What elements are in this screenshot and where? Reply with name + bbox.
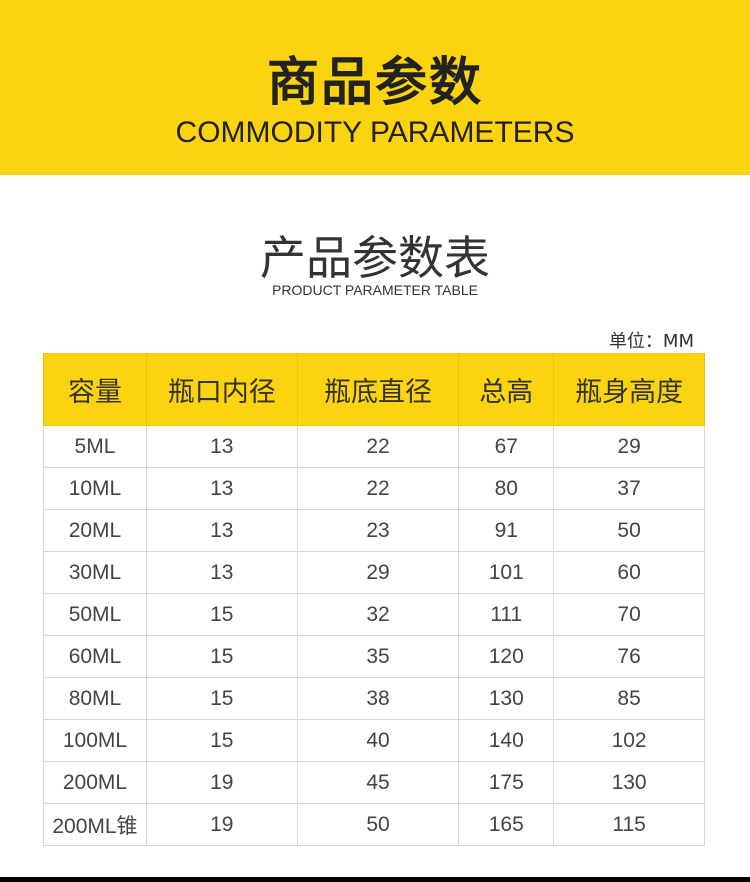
table-cell: 13 xyxy=(145,551,298,594)
column-header: 容量 xyxy=(43,353,147,426)
header-banner: 商品参数 COMMODITY PARAMETERS xyxy=(0,0,750,175)
table-row: 30ML 13 29 101 60 xyxy=(43,551,705,594)
table-row: 200ML 19 45 175 130 xyxy=(43,761,705,804)
table-row: 200ML锥 19 50 165 115 xyxy=(43,803,705,846)
section-title: 产品参数表 xyxy=(260,231,490,285)
table-cell: 30ML xyxy=(43,551,147,594)
table-cell: 165 xyxy=(458,803,555,846)
table-cell: 100ML xyxy=(43,719,147,762)
table-cell: 115 xyxy=(553,803,705,846)
table-cell: 22 xyxy=(296,425,460,468)
table-cell: 32 xyxy=(296,593,460,636)
table-cell: 130 xyxy=(553,761,705,804)
table-row: 5ML 13 22 67 29 xyxy=(43,425,705,468)
table-row: 60ML 15 35 120 76 xyxy=(43,635,705,678)
column-header: 总高 xyxy=(458,353,555,426)
table-row: 10ML 13 22 80 37 xyxy=(43,467,705,510)
table-cell: 15 xyxy=(145,635,298,678)
column-header: 瓶身高度 xyxy=(553,353,705,426)
table-cell: 60 xyxy=(553,551,705,594)
table-cell: 120 xyxy=(458,635,555,678)
table-cell: 60ML xyxy=(43,635,147,678)
table-cell: 23 xyxy=(296,509,460,552)
table-cell: 200ML xyxy=(43,761,147,804)
table-cell: 130 xyxy=(458,677,555,720)
table-cell: 111 xyxy=(458,593,555,636)
table-header-row: 容量 瓶口内径 瓶底直径 总高 瓶身高度 xyxy=(43,353,705,426)
table-cell: 80ML xyxy=(43,677,147,720)
table-cell: 200ML锥 xyxy=(43,803,147,846)
table-cell: 15 xyxy=(145,593,298,636)
table-cell: 10ML xyxy=(43,467,147,510)
table-cell: 20ML xyxy=(43,509,147,552)
table-cell: 22 xyxy=(296,467,460,510)
table-cell: 15 xyxy=(145,719,298,762)
table-cell: 102 xyxy=(553,719,705,762)
table-cell: 19 xyxy=(145,803,298,846)
table-cell: 45 xyxy=(296,761,460,804)
table-cell: 19 xyxy=(145,761,298,804)
table-cell: 50 xyxy=(296,803,460,846)
table-cell: 101 xyxy=(458,551,555,594)
table-cell: 70 xyxy=(553,593,705,636)
table-cell: 76 xyxy=(553,635,705,678)
table-cell: 80 xyxy=(458,467,555,510)
table-cell: 29 xyxy=(296,551,460,594)
table-cell: 35 xyxy=(296,635,460,678)
table-cell: 37 xyxy=(553,467,705,510)
banner-subtitle: COMMODITY PARAMETERS xyxy=(175,116,575,149)
column-header: 瓶口内径 xyxy=(145,353,298,426)
table-cell: 67 xyxy=(458,425,555,468)
table-cell: 29 xyxy=(553,425,705,468)
table-cell: 13 xyxy=(145,509,298,552)
bottom-bar xyxy=(0,877,750,882)
table-row: 50ML 15 32 111 70 xyxy=(43,593,705,636)
section-subtitle: PRODUCT PARAMETER TABLE xyxy=(272,282,478,298)
table-cell: 85 xyxy=(553,677,705,720)
table-row: 100ML 15 40 140 102 xyxy=(43,719,705,762)
table-cell: 140 xyxy=(458,719,555,762)
table-cell: 50ML xyxy=(43,593,147,636)
table-cell: 13 xyxy=(145,467,298,510)
table-cell: 15 xyxy=(145,677,298,720)
unit-label: 单位：MM xyxy=(608,331,694,352)
table-row: 20ML 13 23 91 50 xyxy=(43,509,705,552)
table-cell: 175 xyxy=(458,761,555,804)
table-cell: 5ML xyxy=(43,425,147,468)
column-header: 瓶底直径 xyxy=(296,353,460,426)
table-cell: 38 xyxy=(296,677,460,720)
parameter-table: 容量 瓶口内径 瓶底直径 总高 瓶身高度 5ML 13 22 67 29 10ML 13 22 80 37… xyxy=(43,353,705,846)
table-cell: 50 xyxy=(553,509,705,552)
table-cell: 40 xyxy=(296,719,460,762)
table-cell: 13 xyxy=(145,425,298,468)
table-row: 80ML 15 38 130 85 xyxy=(43,677,705,720)
banner-title: 商品参数 xyxy=(266,53,483,113)
table-cell: 91 xyxy=(458,509,555,552)
